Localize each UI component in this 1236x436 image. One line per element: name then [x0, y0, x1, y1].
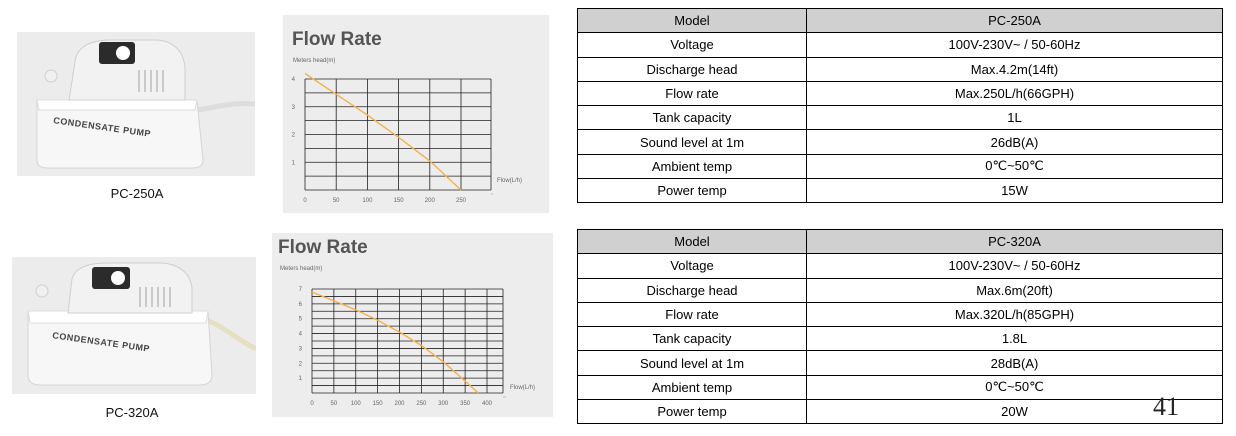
spec-table-pc320a: Model PC-320A Voltage 100V-230V~ / 50-60H… — [577, 228, 1223, 425]
x-tick-label: 50 — [333, 198, 340, 204]
y-tick-label: 3 — [299, 346, 303, 352]
spec-label: Voltage — [577, 32, 807, 58]
table-row: Discharge head Max.4.2m(14ft) — [577, 56, 1223, 82]
x-tick-label: 400 — [482, 401, 493, 407]
table-row: Flow rate Max.250L/h(66GPH) — [577, 80, 1223, 107]
chart-plot-area: 0 50 100 150 200 250 300 350 400 1 2 3 4 5 6 7 — [299, 287, 506, 407]
x-tick-label: 0 — [303, 198, 307, 204]
table-row: Tank capacity 1L — [577, 105, 1223, 131]
table-row: Sound level at 1m 28dB(A) — [577, 350, 1223, 376]
product-caption: PC-250A — [110, 186, 164, 201]
y-tick-label: 1 — [292, 160, 296, 166]
y-axis-label: Meters head(m) — [280, 266, 323, 272]
y-tick-label: 2 — [292, 133, 296, 139]
spec-label: Discharge head — [577, 56, 807, 82]
flow-rate-chart-pc320a: Flow Rate Meters head(m) 0 50 100 150 200 250… — [272, 233, 553, 417]
chart-title: Flow Rate — [292, 29, 382, 50]
spec-value: Max.4.2m(14ft) — [806, 56, 1223, 82]
spec-table-pc250a: Model PC-250A Voltage 100V-230V~ / 50-60H… — [577, 7, 1223, 204]
header-cell: Model — [577, 7, 807, 34]
y-tick-label: 2 — [299, 361, 303, 367]
spec-value: 26dB(A) — [806, 129, 1223, 155]
y-tick-label: 3 — [292, 105, 296, 111]
product-photo-pc250a: CONDENSATE PUMP — [17, 32, 255, 176]
spec-label: Flow rate — [577, 80, 807, 107]
x-tick-label: 100 — [351, 401, 362, 407]
spec-label: Ambient temp — [577, 153, 807, 180]
spec-value: 1L — [806, 105, 1223, 131]
x-tick-label: 50 — [331, 401, 338, 407]
table-row: Power temp 20W — [577, 399, 1223, 425]
x-tick-label: 200 — [394, 401, 405, 407]
spec-label: Ambient temp — [577, 374, 807, 401]
x-tick-label: 200 — [425, 198, 436, 204]
table-row: Voltage 100V-230V~ / 50-60Hz — [577, 253, 1223, 279]
spec-value: Max.6m(20ft) — [806, 277, 1223, 303]
chart-plot-area: 0 50 100 150 200 250 1 2 3 4 — [292, 72, 493, 204]
spec-label: Tank capacity — [577, 105, 807, 131]
condensate-pump-image — [12, 257, 256, 394]
y-tick-label: 4 — [299, 332, 303, 338]
y-tick-label: 6 — [299, 302, 303, 308]
chart-title: Flow Rate — [278, 237, 368, 258]
condensate-pump-image — [17, 32, 255, 176]
product-caption: PC-320A — [105, 405, 159, 420]
spec-label: Discharge head — [577, 277, 807, 303]
table-row: Power temp 15W — [577, 178, 1223, 204]
x-tick-label: 300 — [438, 401, 449, 407]
spec-label: Sound level at 1m — [577, 350, 807, 376]
y-tick-label: 1 — [299, 376, 303, 382]
spec-label: Tank capacity — [577, 326, 807, 352]
spec-value: Max.250L/h(66GPH) — [806, 80, 1223, 107]
spec-label: Flow rate — [577, 301, 807, 328]
spec-value: 0℃~50℃ — [806, 374, 1223, 401]
y-tick-label: 4 — [292, 77, 296, 83]
flow-rate-chart-pc250a: Flow Rate Meters head(m) 0 50 100 150 200 250… — [283, 15, 549, 213]
x-tick-label: 350 — [460, 401, 471, 407]
flow-curve-line — [304, 72, 462, 191]
table-row: Discharge head Max.6m(20ft) — [577, 277, 1223, 303]
x-tick-label: 150 — [394, 198, 405, 204]
spec-label: Voltage — [577, 253, 807, 279]
table-row: Voltage 100V-230V~ / 50-60Hz — [577, 32, 1223, 58]
table-row: Ambient temp 0℃~50℃ — [577, 153, 1223, 180]
spec-value: 100V-230V~ / 50-60Hz — [806, 253, 1223, 279]
spec-label: Power temp — [577, 399, 807, 425]
x-tick-label: 100 — [362, 198, 373, 204]
header-cell: PC-250A — [806, 7, 1223, 34]
spec-value: 28dB(A) — [806, 350, 1223, 376]
x-axis-label: Flow(L/h) — [510, 385, 536, 391]
flow-curve-line — [311, 291, 479, 394]
product-photo-pc320a: CONDENSATE PUMP — [12, 257, 256, 394]
table-row: Tank capacity 1.8L — [577, 326, 1223, 352]
table-header-row: Model PC-250A — [577, 7, 1223, 34]
spec-value: 20W — [806, 399, 1223, 425]
header-cell: PC-320A — [806, 228, 1223, 255]
y-tick-label: 7 — [299, 287, 303, 293]
spec-label: Power temp — [577, 178, 807, 204]
table-row: Ambient temp 0℃~50℃ — [577, 374, 1223, 401]
header-cell: Model — [577, 228, 807, 255]
x-tick-label: 0 — [310, 401, 314, 407]
table-row: Sound level at 1m 26dB(A) — [577, 129, 1223, 155]
spec-value: 0℃~50℃ — [806, 153, 1223, 180]
y-tick-label: 5 — [299, 317, 303, 323]
x-tick-label: 250 — [456, 198, 467, 204]
x-axis-label: Flow(L/h) — [497, 178, 523, 184]
y-axis-label: Meters head(m) — [293, 58, 336, 64]
spec-label: Sound level at 1m — [577, 129, 807, 155]
spec-value: 100V-230V~ / 50-60Hz — [806, 32, 1223, 58]
x-tick-label: 250 — [416, 401, 427, 407]
table-header-row: Model PC-320A — [577, 228, 1223, 255]
page-number: 41 — [1153, 392, 1179, 421]
x-tick-label: 150 — [373, 401, 384, 407]
spec-value: 1.8L — [806, 326, 1223, 352]
table-row: Flow rate Max.320L/h(85GPH) — [577, 301, 1223, 328]
spec-value: Max.320L/h(85GPH) — [806, 301, 1223, 328]
spec-value: 15W — [806, 178, 1223, 204]
